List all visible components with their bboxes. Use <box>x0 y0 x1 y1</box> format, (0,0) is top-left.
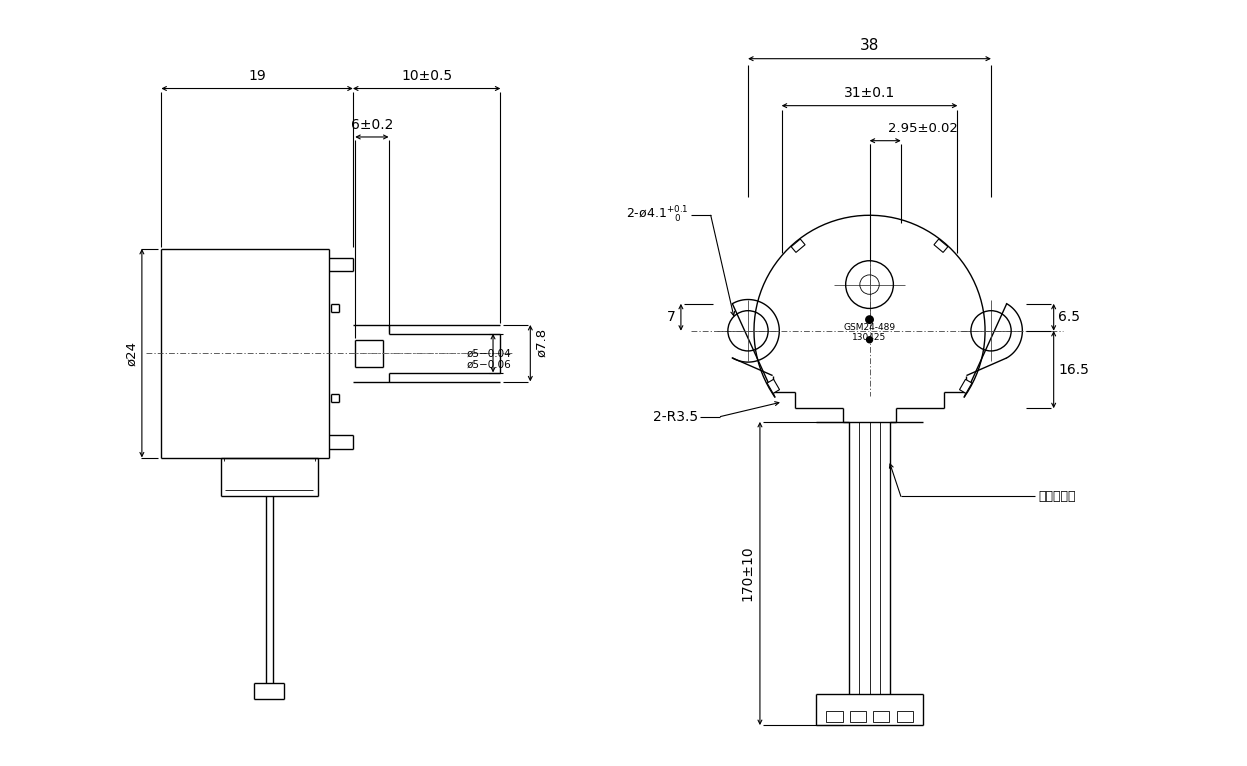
Circle shape <box>865 316 873 323</box>
Bar <box>849 711 865 722</box>
Text: 170±10: 170±10 <box>739 545 754 601</box>
Bar <box>873 711 889 722</box>
Text: 2.95±0.02: 2.95±0.02 <box>888 123 958 136</box>
Polygon shape <box>934 239 948 253</box>
Polygon shape <box>791 239 806 253</box>
Text: 6.5: 6.5 <box>1059 310 1080 324</box>
Text: GSM24-489
130425: GSM24-489 130425 <box>843 322 895 342</box>
Text: 38: 38 <box>860 38 879 53</box>
Text: ø24: ø24 <box>125 341 138 365</box>
Text: 2-ø4.1$^{+0.1}_{\ \ \ 0}$: 2-ø4.1$^{+0.1}_{\ \ \ 0}$ <box>626 205 688 225</box>
Circle shape <box>867 337 873 342</box>
Text: ø5−0.04
ø5−0.06: ø5−0.04 ø5−0.06 <box>466 349 511 370</box>
Text: ø7.8: ø7.8 <box>535 327 547 356</box>
Text: 6±0.2: 6±0.2 <box>350 118 393 132</box>
Text: 7: 7 <box>667 310 676 324</box>
Bar <box>897 711 913 722</box>
Polygon shape <box>767 379 779 394</box>
Text: 19: 19 <box>248 68 266 83</box>
Bar <box>826 711 843 722</box>
Text: 棕蓝红黄橙: 棕蓝红黄橙 <box>1039 489 1076 502</box>
Text: 31±0.1: 31±0.1 <box>844 87 895 100</box>
Text: 10±0.5: 10±0.5 <box>402 68 453 83</box>
Text: 16.5: 16.5 <box>1059 362 1089 377</box>
Text: 2-R3.5: 2-R3.5 <box>653 410 698 424</box>
Polygon shape <box>959 379 971 394</box>
